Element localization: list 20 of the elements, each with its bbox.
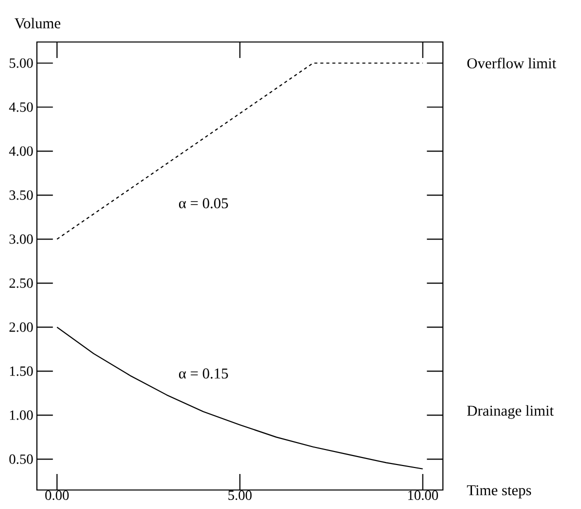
x-tick-label: 0.00 (45, 490, 69, 500)
y-tick-label: 3.50 (10, 190, 33, 200)
y-tick-label: 5.00 (10, 58, 33, 68)
y-tick-label: 4.00 (9, 146, 33, 156)
annotation: α = 0.05 (179, 198, 228, 208)
x-tick-label: 5.00 (228, 490, 252, 500)
annotation: α = 0.15 (179, 368, 228, 379)
y-tick-label: 1.00 (10, 410, 33, 420)
y-tick-label: 0.50 (9, 454, 33, 464)
y-tick-label: 1.50 (10, 366, 33, 376)
x-axis-title: Time steps (466, 485, 532, 498)
text: Overflow limit (467, 58, 556, 68)
y-tick-label: 3.00 (10, 234, 33, 244)
y-tick-label: 2.00 (9, 322, 33, 332)
y-tick-label: 4.50 (9, 102, 33, 112)
line-series (56, 326, 424, 470)
x-tick-label: 10.00 (408, 490, 438, 500)
text: Drainage limit (467, 405, 554, 419)
y-tick-label: 2.50 (9, 278, 33, 288)
y-axis-title: Volume (14, 18, 60, 28)
